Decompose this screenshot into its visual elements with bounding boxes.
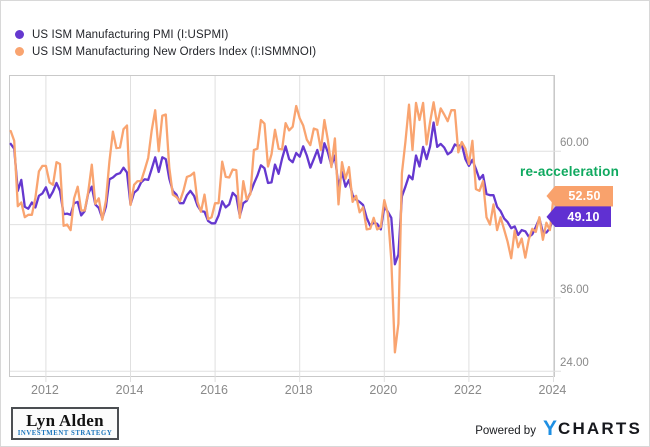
legend: US ISM Manufacturing PMI (I:USPMI) US IS… [15, 26, 316, 60]
x-tick-label: 2012 [31, 383, 59, 397]
pmi-value-badge: 49.10 [546, 206, 612, 228]
pmi-series-label: US ISM Manufacturing PMI (I:USPMI) [32, 28, 229, 41]
pmi-last-value: 49.10 [567, 209, 600, 224]
plot-area [9, 75, 561, 382]
powered-by-ycharts: Powered by Y CHARTS [475, 418, 642, 439]
new-orders-value-badge: 52.50 [546, 185, 614, 207]
powered-by-text: Powered by [475, 424, 536, 437]
x-tick-label: 2024 [538, 383, 567, 397]
pmi-series-dot-icon [15, 30, 24, 39]
re-acceleration-annotation: re-acceleration [520, 164, 620, 179]
x-tick-label: 2022 [453, 383, 482, 397]
ycharts-y-icon: Y [542, 417, 557, 440]
y-tick-label: 24.00 [560, 357, 589, 370]
legend-item-new-orders: US ISM Manufacturing New Orders Index (I… [15, 43, 316, 60]
new-orders-series-label: US ISM Manufacturing New Orders Index (I… [32, 45, 317, 58]
y-tick-label: 60.00 [560, 137, 589, 150]
lyn-alden-subtitle: INVESTMENT STRATEGY [17, 430, 113, 437]
lyn-alden-logo: Lyn Alden INVESTMENT STRATEGY [11, 407, 119, 440]
lyn-alden-name: Lyn Alden [26, 411, 104, 430]
x-tick-label: 2014 [115, 383, 144, 397]
new-orders-last-value: 52.50 [568, 189, 601, 204]
legend-item-pmi: US ISM Manufacturing PMI (I:USPMI) [15, 26, 316, 43]
line-chart [9, 76, 561, 382]
x-tick-label: 2020 [369, 383, 398, 397]
y-tick-label: 36.00 [560, 283, 589, 296]
x-tick-label: 2016 [200, 383, 229, 397]
x-tick-label: 2018 [284, 383, 313, 397]
new-orders-series-dot-icon [15, 47, 24, 56]
ycharts-wordmark: CHARTS [557, 418, 642, 438]
